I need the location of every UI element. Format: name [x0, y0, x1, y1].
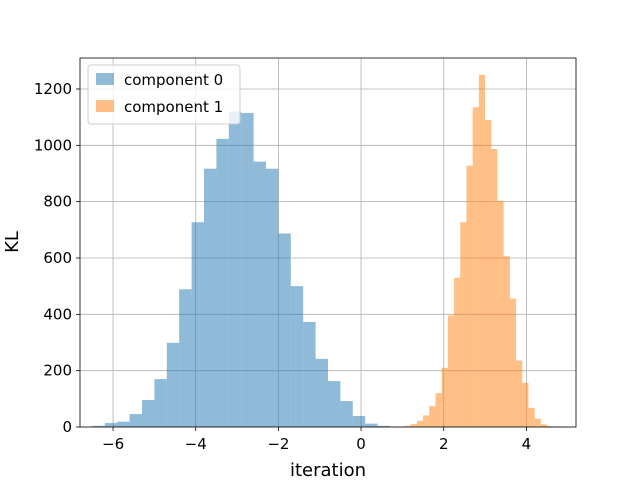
- histogram-bar-component-1: [485, 119, 492, 427]
- histogram-bar-component-1: [410, 424, 417, 427]
- histogram-bar-component-0: [104, 423, 118, 427]
- histogram-bar-component-1: [528, 407, 535, 427]
- histogram-bar-component-0: [253, 161, 266, 427]
- histogram-bar-component-1: [454, 277, 461, 427]
- histogram-bar-component-0: [241, 112, 254, 427]
- histogram-bar-component-1: [491, 148, 498, 428]
- histogram-bars: [92, 74, 554, 428]
- histogram-bar-component-0: [278, 233, 291, 427]
- histogram-bar-component-0: [154, 379, 167, 427]
- histogram-bar-component-1: [466, 165, 473, 427]
- histogram-bar-component-1: [478, 74, 486, 428]
- histogram-bar-component-1: [534, 418, 541, 427]
- histogram-bar-component-0: [129, 414, 142, 427]
- histogram-bar-component-1: [472, 107, 479, 428]
- histogram-bar-component-1: [423, 415, 430, 427]
- x-tick-label: 4: [522, 435, 532, 453]
- x-tick-label: −4: [185, 435, 207, 453]
- histogram-bar-component-1: [522, 382, 529, 427]
- histogram-bar-component-1: [447, 315, 455, 427]
- y-axis: 0 200 400 600 800 1000 1200: [34, 80, 80, 436]
- x-axis: −6 −4 −2 0 2 4: [102, 427, 531, 453]
- histogram-bar-component-1: [540, 424, 548, 427]
- x-tick-label: −6: [102, 435, 124, 453]
- histogram-bar-component-1: [441, 367, 448, 427]
- histogram-bar-component-0: [204, 168, 217, 427]
- histogram-bar-component-0: [377, 425, 390, 427]
- y-tick-label: 1200: [34, 80, 72, 98]
- legend: component 0 component 1: [87, 64, 241, 125]
- legend-label-component-0: component 0: [124, 71, 223, 89]
- y-tick-label: 1000: [34, 136, 72, 154]
- histogram-bar-component-0: [92, 425, 105, 427]
- histogram-bar-component-1: [404, 425, 411, 427]
- histogram-bar-component-0: [142, 399, 155, 427]
- x-tick-label: 0: [356, 435, 366, 453]
- histogram-bar-component-0: [266, 168, 279, 427]
- x-tick-label: −2: [267, 435, 289, 453]
- histogram-bar-component-0: [117, 421, 130, 427]
- histogram-bar-component-0: [328, 381, 341, 427]
- y-tick-label: 600: [43, 249, 72, 267]
- histogram-bar-component-0: [228, 111, 242, 428]
- legend-swatch-component-1: [96, 100, 114, 112]
- histogram-bar-component-0: [340, 401, 353, 427]
- histogram-bar-component-1: [497, 200, 504, 427]
- histogram-bar-component-1: [435, 393, 442, 427]
- plot-frame: [79, 57, 577, 428]
- y-tick-label: 0: [62, 418, 72, 436]
- histogram-bar-component-1: [547, 426, 554, 427]
- x-axis-label: iteration: [290, 460, 366, 480]
- histogram-bar-component-0: [352, 416, 366, 427]
- y-axis-label: KL: [2, 231, 23, 253]
- y-tick-label: 400: [43, 305, 72, 323]
- histogram-bar-component-0: [216, 138, 229, 427]
- histogram-bar-component-1: [509, 298, 517, 427]
- histogram-bar-component-1: [503, 256, 510, 427]
- histogram-bar-component-0: [303, 321, 316, 427]
- histogram-bar-component-0: [179, 289, 192, 427]
- histogram-bar-component-0: [191, 222, 204, 427]
- histogram-bar-component-0: [315, 358, 328, 427]
- legend-swatch-component-0: [96, 73, 114, 85]
- histogram-bar-component-1: [460, 222, 467, 427]
- legend-box: [87, 64, 241, 125]
- legend-label-component-1: component 1: [124, 98, 223, 116]
- histogram-bar-component-1: [416, 420, 424, 427]
- histogram-bar-component-0: [365, 423, 378, 427]
- x-tick-label: 2: [439, 435, 449, 453]
- y-tick-label: 200: [43, 362, 72, 380]
- histogram-bar-component-0: [166, 342, 180, 427]
- histogram-bar-component-1: [429, 406, 436, 427]
- y-tick-label: 800: [43, 193, 72, 211]
- histogram-bar-component-0: [290, 286, 304, 427]
- histogram-bar-component-1: [516, 360, 523, 427]
